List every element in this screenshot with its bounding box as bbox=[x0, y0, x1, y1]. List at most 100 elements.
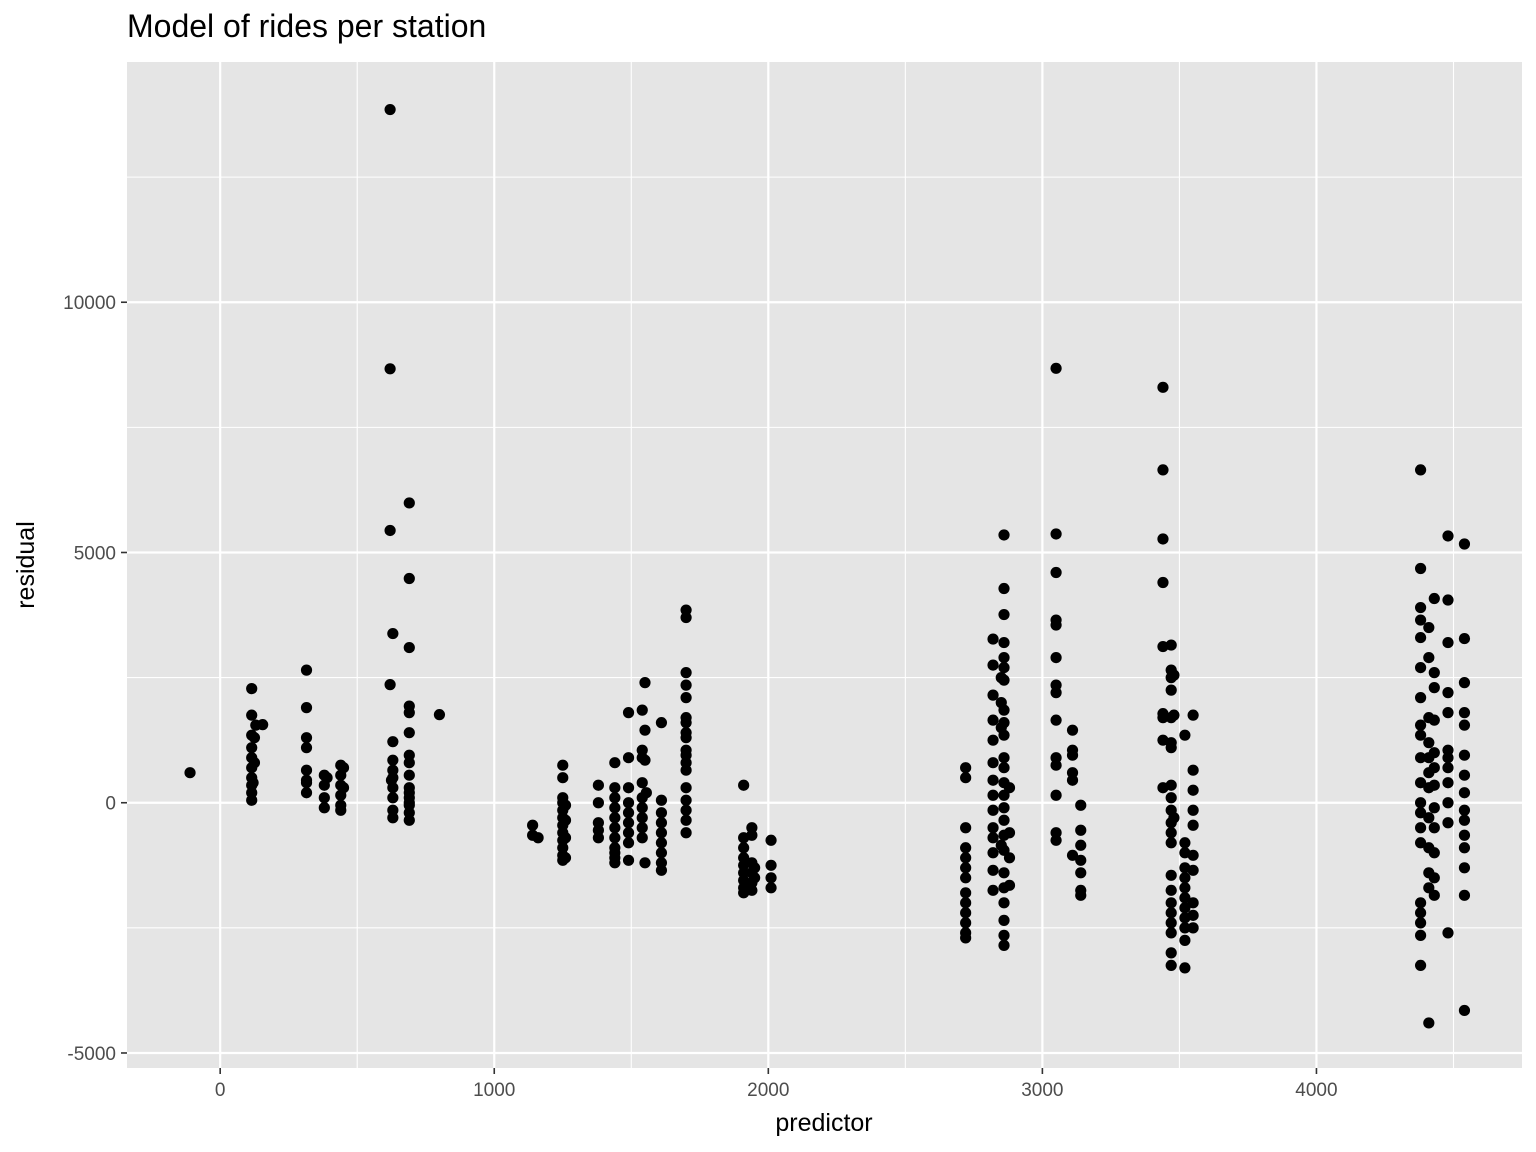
data-point bbox=[998, 717, 1010, 729]
data-point bbox=[987, 714, 999, 726]
data-point bbox=[1179, 962, 1191, 974]
data-point bbox=[1187, 804, 1199, 816]
data-point bbox=[1414, 959, 1427, 971]
data-point bbox=[622, 782, 635, 794]
data-point bbox=[987, 633, 999, 645]
data-point bbox=[1442, 762, 1454, 774]
data-point bbox=[1414, 929, 1427, 941]
data-point bbox=[998, 814, 1010, 826]
data-point bbox=[387, 812, 399, 824]
data-point bbox=[1050, 362, 1062, 374]
data-point bbox=[1458, 538, 1471, 550]
data-point bbox=[609, 832, 621, 844]
data-point bbox=[1165, 907, 1177, 919]
data-point bbox=[655, 807, 668, 819]
data-point bbox=[1414, 797, 1427, 809]
data-point bbox=[960, 822, 972, 834]
data-point bbox=[592, 832, 604, 844]
data-point bbox=[1157, 381, 1169, 393]
data-point bbox=[1165, 917, 1177, 929]
data-point bbox=[1003, 827, 1016, 839]
x-tick-label: 3000 bbox=[1021, 1080, 1063, 1101]
data-point bbox=[1075, 889, 1087, 901]
data-point bbox=[1003, 782, 1016, 794]
data-point bbox=[1414, 601, 1427, 614]
data-point bbox=[1423, 737, 1435, 749]
data-point bbox=[998, 704, 1010, 716]
data-point bbox=[1187, 849, 1199, 861]
data-point bbox=[1428, 822, 1440, 834]
data-point bbox=[609, 757, 621, 769]
data-point bbox=[1165, 959, 1177, 971]
data-points bbox=[184, 103, 1471, 1029]
data-point bbox=[403, 814, 415, 826]
data-point bbox=[998, 752, 1010, 764]
data-point bbox=[1179, 872, 1191, 884]
data-point bbox=[987, 789, 999, 801]
data-point bbox=[246, 794, 258, 806]
data-point bbox=[1458, 842, 1471, 854]
data-point bbox=[318, 802, 330, 814]
data-point bbox=[403, 797, 415, 809]
data-point bbox=[318, 792, 330, 804]
data-point bbox=[1003, 852, 1016, 864]
data-point bbox=[246, 683, 258, 695]
y-tick-label: -5000 bbox=[67, 1044, 116, 1065]
data-point bbox=[1458, 787, 1471, 799]
x-tick-label: 0 bbox=[215, 1080, 226, 1101]
data-point bbox=[1168, 669, 1180, 681]
data-point bbox=[998, 608, 1010, 621]
data-point bbox=[622, 854, 635, 866]
data-point bbox=[960, 842, 972, 854]
data-point bbox=[1157, 464, 1169, 476]
data-point bbox=[1157, 533, 1169, 545]
data-point bbox=[248, 732, 261, 744]
data-point bbox=[1050, 566, 1062, 579]
data-point bbox=[387, 627, 399, 640]
data-point bbox=[1442, 797, 1454, 809]
data-point bbox=[1050, 714, 1062, 726]
data-point bbox=[559, 814, 572, 826]
data-point bbox=[1050, 687, 1062, 699]
data-point bbox=[1075, 799, 1087, 811]
data-point bbox=[655, 864, 668, 876]
y-tick-label: 0 bbox=[105, 794, 116, 815]
data-point bbox=[387, 736, 399, 748]
major-gridlines bbox=[127, 62, 1522, 1068]
data-point bbox=[622, 827, 635, 839]
data-point bbox=[680, 667, 692, 679]
data-point bbox=[680, 732, 692, 744]
data-point bbox=[960, 917, 972, 929]
data-point bbox=[1428, 802, 1440, 814]
data-point bbox=[1165, 639, 1177, 651]
data-point bbox=[1428, 667, 1440, 679]
data-point bbox=[1442, 707, 1454, 719]
data-point bbox=[1442, 777, 1454, 789]
data-point bbox=[987, 884, 999, 896]
data-point bbox=[746, 884, 758, 896]
data-point bbox=[1179, 882, 1191, 894]
data-point bbox=[609, 857, 621, 869]
data-point bbox=[1050, 834, 1062, 846]
data-point bbox=[1168, 709, 1180, 721]
data-point bbox=[960, 862, 972, 874]
data-point bbox=[1066, 849, 1079, 861]
data-point bbox=[557, 772, 569, 784]
data-point bbox=[1075, 839, 1087, 851]
data-point bbox=[765, 859, 777, 871]
data-point bbox=[1414, 917, 1427, 929]
data-point bbox=[1168, 812, 1180, 824]
data-point bbox=[1050, 759, 1062, 771]
data-point bbox=[998, 529, 1010, 541]
data-point bbox=[1414, 837, 1427, 849]
data-point bbox=[622, 837, 635, 849]
x-tick-label: 1000 bbox=[473, 1080, 515, 1101]
data-point bbox=[765, 872, 777, 884]
data-point bbox=[1165, 827, 1177, 839]
data-point bbox=[655, 794, 668, 806]
data-point bbox=[1066, 774, 1079, 786]
data-point bbox=[655, 827, 668, 839]
data-point bbox=[680, 782, 692, 794]
data-point bbox=[1050, 651, 1062, 664]
data-point bbox=[403, 572, 415, 585]
